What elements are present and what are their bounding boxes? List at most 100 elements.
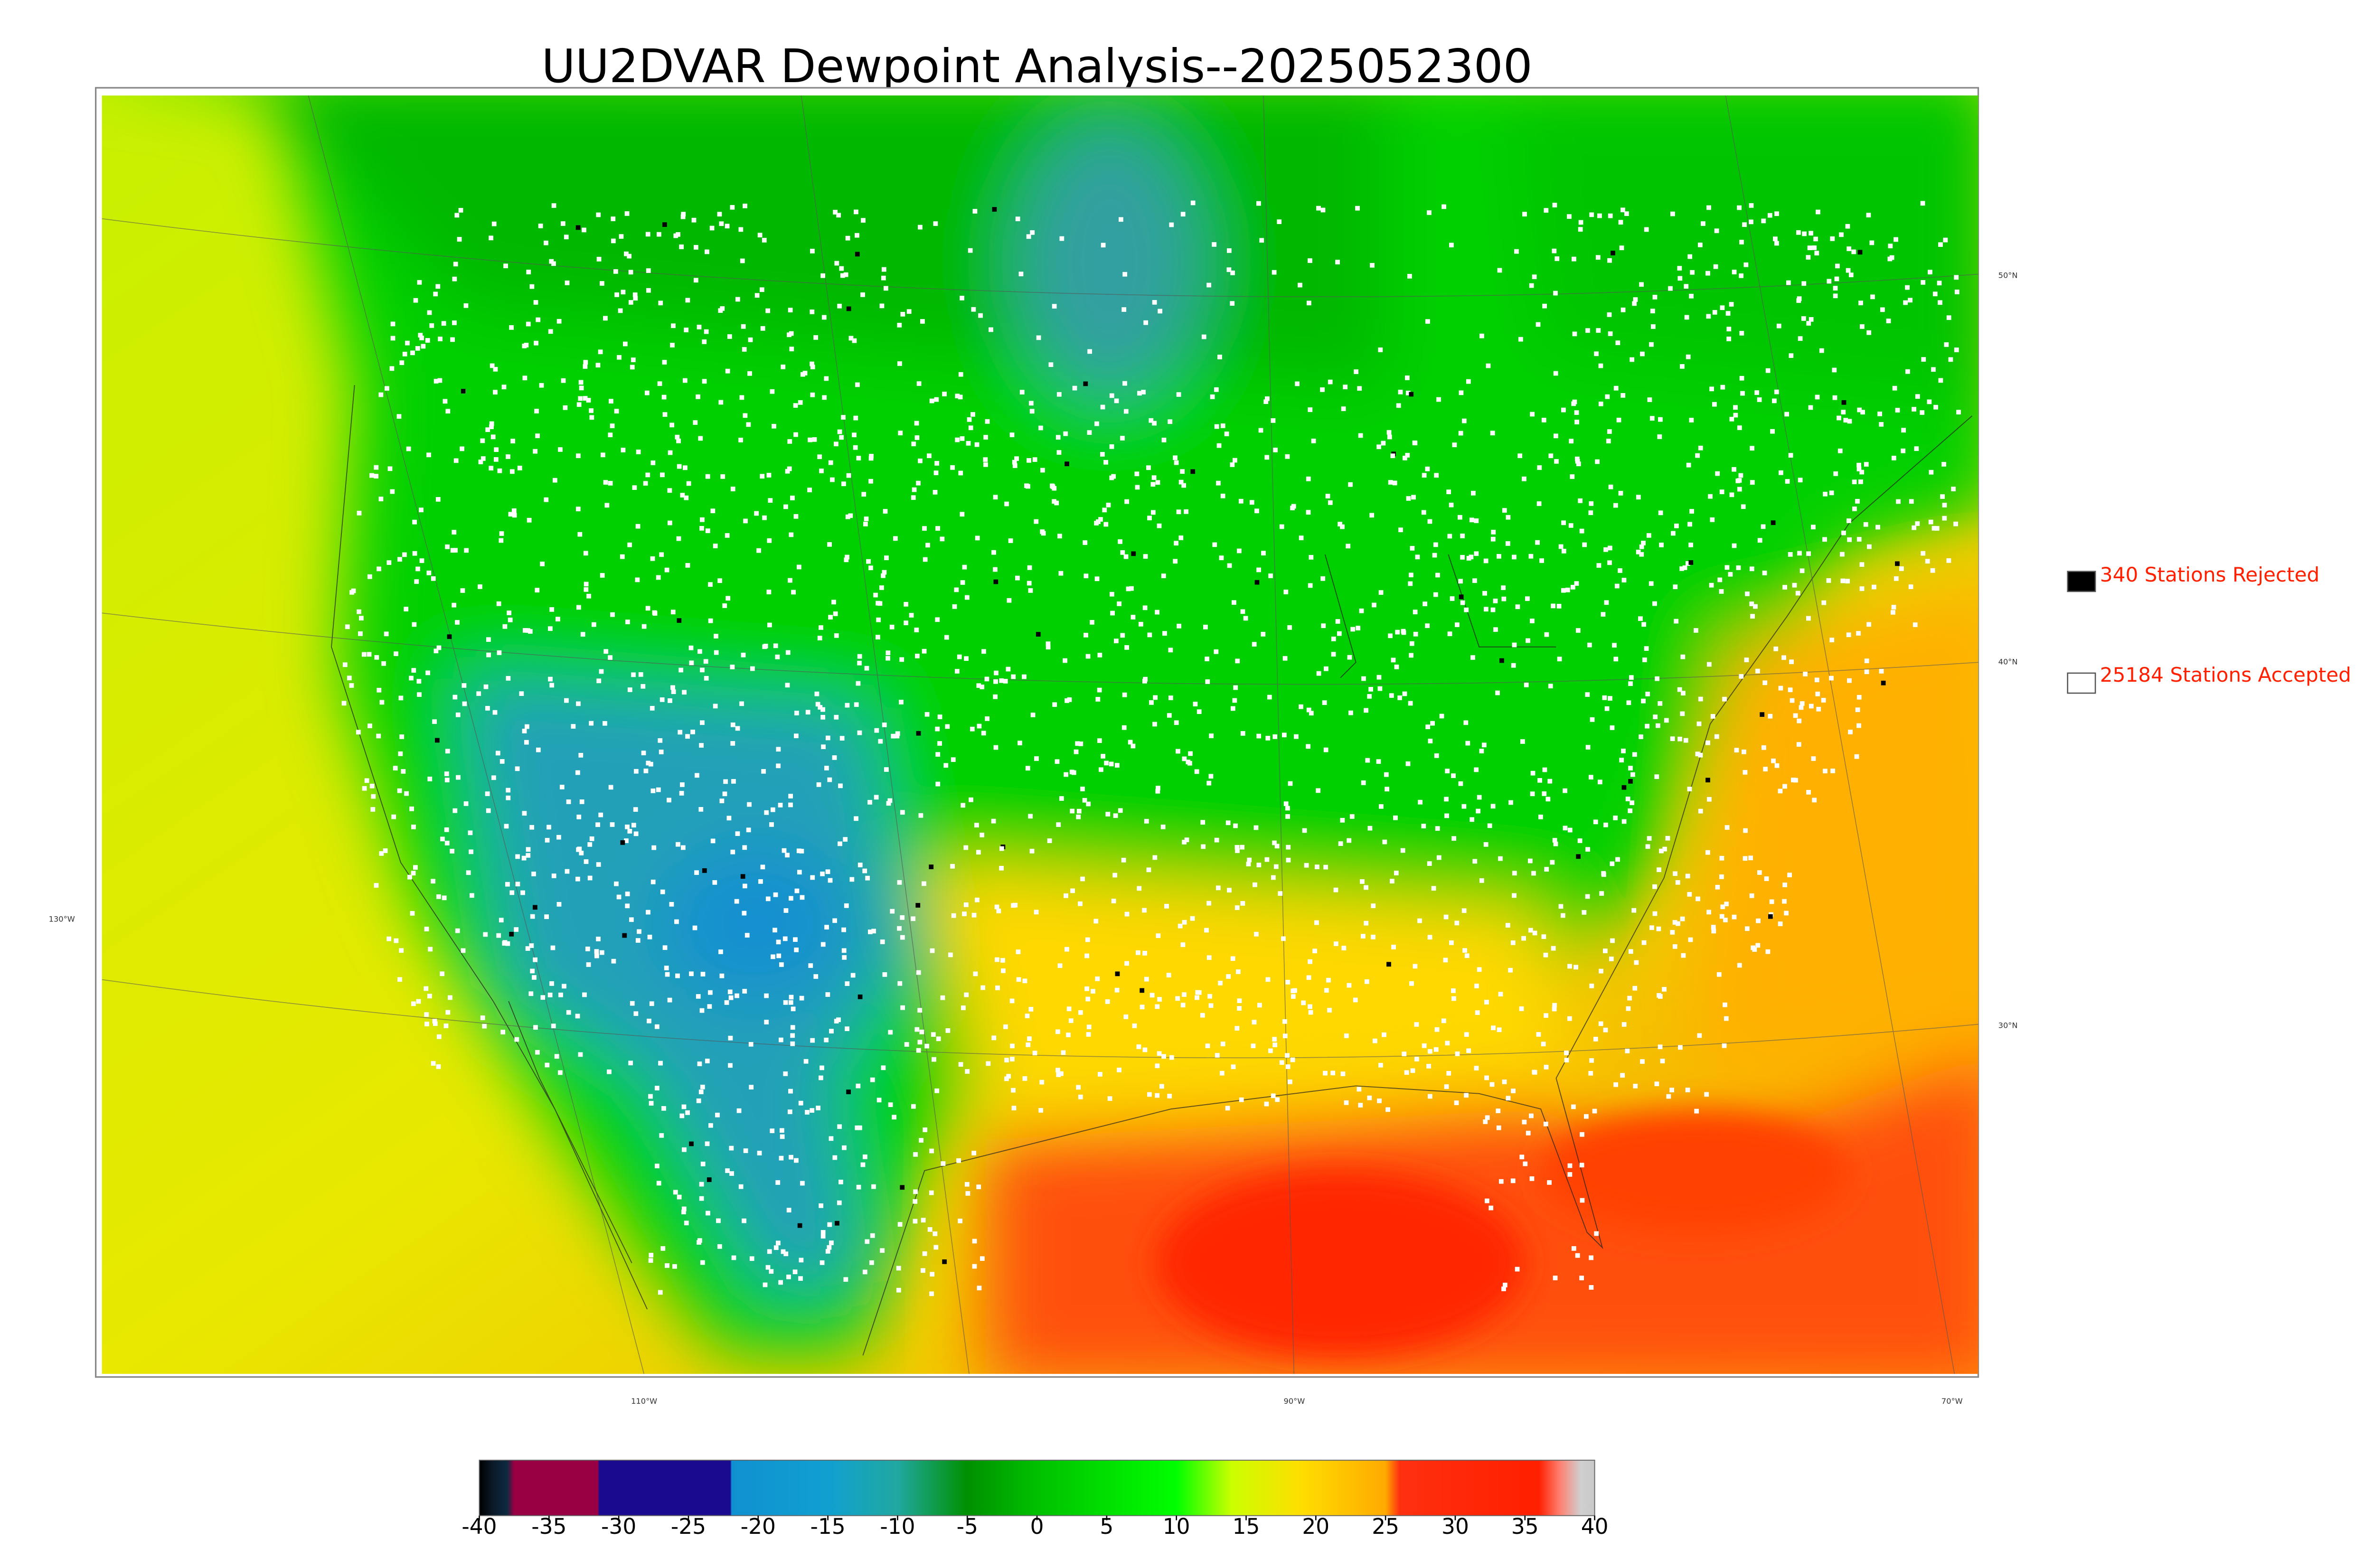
station-dot [1944,342,1949,347]
station-dot [1774,211,1779,216]
station-dot [1027,458,1031,463]
station-dot [800,895,805,900]
station-dot [991,1035,997,1041]
station-dot [1946,558,1951,563]
station-dot [1650,324,1656,329]
station-dot [1011,1106,1017,1111]
station-dot [1724,565,1730,570]
station-dot [1168,695,1173,700]
station-dot [649,1001,654,1006]
station-dot [1085,996,1091,1002]
station-dot [1757,397,1762,402]
station-dot [783,1071,788,1076]
station-dot [1856,723,1861,728]
station-dot [1444,1084,1449,1089]
station-dot [641,624,647,629]
station-dot [1078,1094,1083,1099]
station-dot [1004,1076,1009,1081]
station-dot [1209,733,1214,738]
station-dot [1543,952,1548,958]
station-dot [1864,462,1869,467]
station-dot [1056,450,1062,455]
station-dot [1131,551,1136,556]
station-dot [1252,1020,1257,1025]
station-dot [419,558,424,563]
station-dot [860,1162,866,1167]
station-dot [991,550,996,555]
station-dot [1806,321,1811,326]
station-dot [1921,357,1926,362]
station-dot [1929,469,1934,475]
station-dot [741,652,746,657]
station-dot [865,1239,870,1244]
station-dot [583,360,588,365]
station-dot [1141,390,1146,394]
station-dot [1055,1029,1060,1034]
lon-label: 70°W [1941,1397,1963,1406]
station-dot [1364,708,1369,713]
station-dot [1505,923,1510,928]
station-dot [672,1264,677,1269]
station-dot [681,1206,687,1211]
station-dot [1743,262,1749,267]
station-dot [398,695,404,701]
station-dot [1427,861,1432,866]
station-dot [920,319,925,324]
station-dot [506,795,511,800]
station-dot [1544,208,1549,213]
station-dot [1620,307,1626,312]
station-dot [1377,1099,1382,1103]
station-dot [358,631,363,636]
station-dot [1741,504,1746,509]
title: UU2DVAR Dewpoint Analysis--2025052300 [541,39,1532,93]
station-dot [802,371,808,376]
station-dot [1012,460,1017,465]
station-dot [1398,527,1403,533]
station-dot [1527,858,1533,864]
station-dot [912,487,917,492]
station-dot [1099,767,1103,772]
station-dot [1176,509,1181,515]
station-dot [1247,857,1252,863]
station-dot [503,263,508,269]
station-dot [1490,536,1496,542]
station-dot [540,995,546,1000]
station-dot [1575,459,1580,464]
station-dot [614,292,619,297]
station-dot [1597,213,1602,218]
station-dot [1124,911,1130,917]
station-dot [1762,680,1768,685]
station-dot [984,676,989,682]
station-dot [1628,766,1633,770]
station-dot [576,815,582,819]
station-dot [1756,918,1761,923]
station-dot [556,835,561,840]
station-dot [735,297,740,302]
station-dot [1335,260,1340,264]
station-dot [1585,745,1591,750]
station-dot [515,854,520,859]
station-dot [1891,605,1896,610]
station-dot [696,994,701,999]
station-dot [714,634,718,638]
station-dot [1004,1058,1009,1062]
station-dot [1431,886,1436,891]
station-dot [1696,896,1700,901]
station-dot [1328,500,1333,505]
station-dot [1016,977,1021,982]
station-dot [1588,775,1593,780]
station-dot [1055,435,1061,440]
station-dot [1220,1042,1225,1046]
station-dot [1105,812,1111,817]
station-dot [862,1269,867,1275]
station-dot [1472,859,1478,864]
station-dot [1240,901,1245,906]
station-dot [582,227,586,233]
station-dot [349,683,354,688]
station-dot [927,453,932,458]
station-dot [785,853,790,858]
station-dot [425,670,431,676]
station-dot [426,570,432,575]
station-dot [603,649,609,654]
station-dot [1603,1027,1608,1033]
